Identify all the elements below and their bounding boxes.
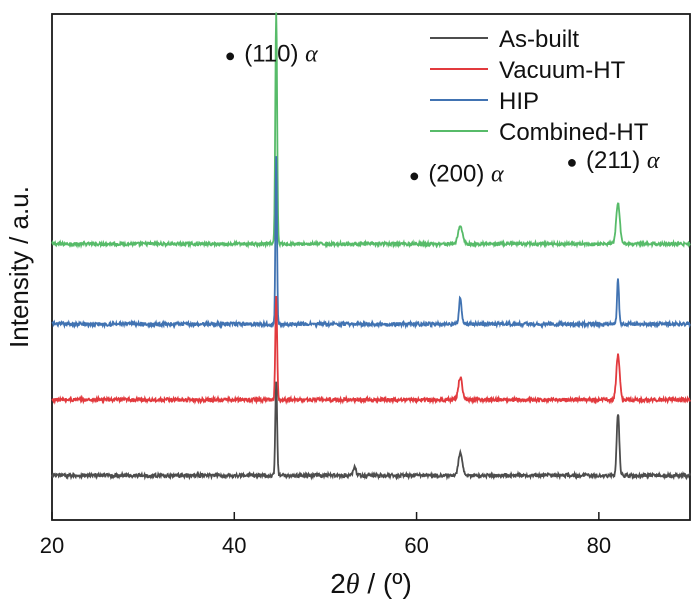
- peak-label: (110) α: [244, 40, 318, 67]
- legend-label: Combined-HT: [499, 119, 649, 146]
- phase-symbol: α: [491, 162, 504, 188]
- peak-annotation-200: ● (200) α: [409, 161, 504, 188]
- ticks-layer: 20 40 60 80: [40, 512, 611, 558]
- x-axis-label-theta: θ: [346, 569, 360, 600]
- peak-annotation-211: ● (211) α: [567, 147, 660, 174]
- legend-label: HIP: [499, 88, 539, 115]
- x-tick-label-20: 20: [40, 533, 64, 558]
- series-line-hip: [51, 156, 691, 330]
- x-axis-label: 2θ / (º): [330, 568, 412, 600]
- series-line-vacuum-ht: [51, 296, 691, 405]
- x-tick-label-40: 40: [222, 533, 246, 558]
- series-line-combined-ht: [51, 12, 691, 249]
- peak-marker-icon: ●: [225, 45, 236, 65]
- legend-label: Vacuum-HT: [499, 57, 626, 84]
- annotation-layer: ● (110) α ● (200) α ● (211) α: [225, 40, 660, 187]
- series-line-as-built: [51, 381, 691, 481]
- y-axis-label: Intensity / a.u.: [4, 186, 34, 348]
- phase-symbol: α: [647, 148, 660, 174]
- x-axis-label-suffix: / (º): [360, 568, 412, 599]
- phase-symbol: α: [305, 41, 318, 67]
- peak-marker-icon: ●: [567, 152, 578, 172]
- peak-marker-icon: ●: [409, 166, 420, 186]
- legend-item-as-built: As-built: [430, 26, 579, 53]
- legend-label: As-built: [499, 26, 579, 53]
- x-axis-label-prefix: 2: [330, 568, 346, 599]
- legend-item-hip: HIP: [430, 88, 539, 115]
- legend: As-built Vacuum-HT HIP Combined-HT: [430, 26, 649, 146]
- x-tick-label-80: 80: [587, 533, 611, 558]
- peak-label: (211) α: [586, 147, 660, 174]
- legend-item-combined-ht: Combined-HT: [430, 119, 649, 146]
- peak-annotation-110: ● (110) α: [225, 40, 318, 67]
- plot-frame: [51, 13, 691, 521]
- series-layer: [51, 12, 691, 481]
- legend-item-vacuum-ht: Vacuum-HT: [430, 57, 626, 84]
- x-tick-label-60: 60: [404, 533, 428, 558]
- peak-label: (200) α: [428, 161, 504, 188]
